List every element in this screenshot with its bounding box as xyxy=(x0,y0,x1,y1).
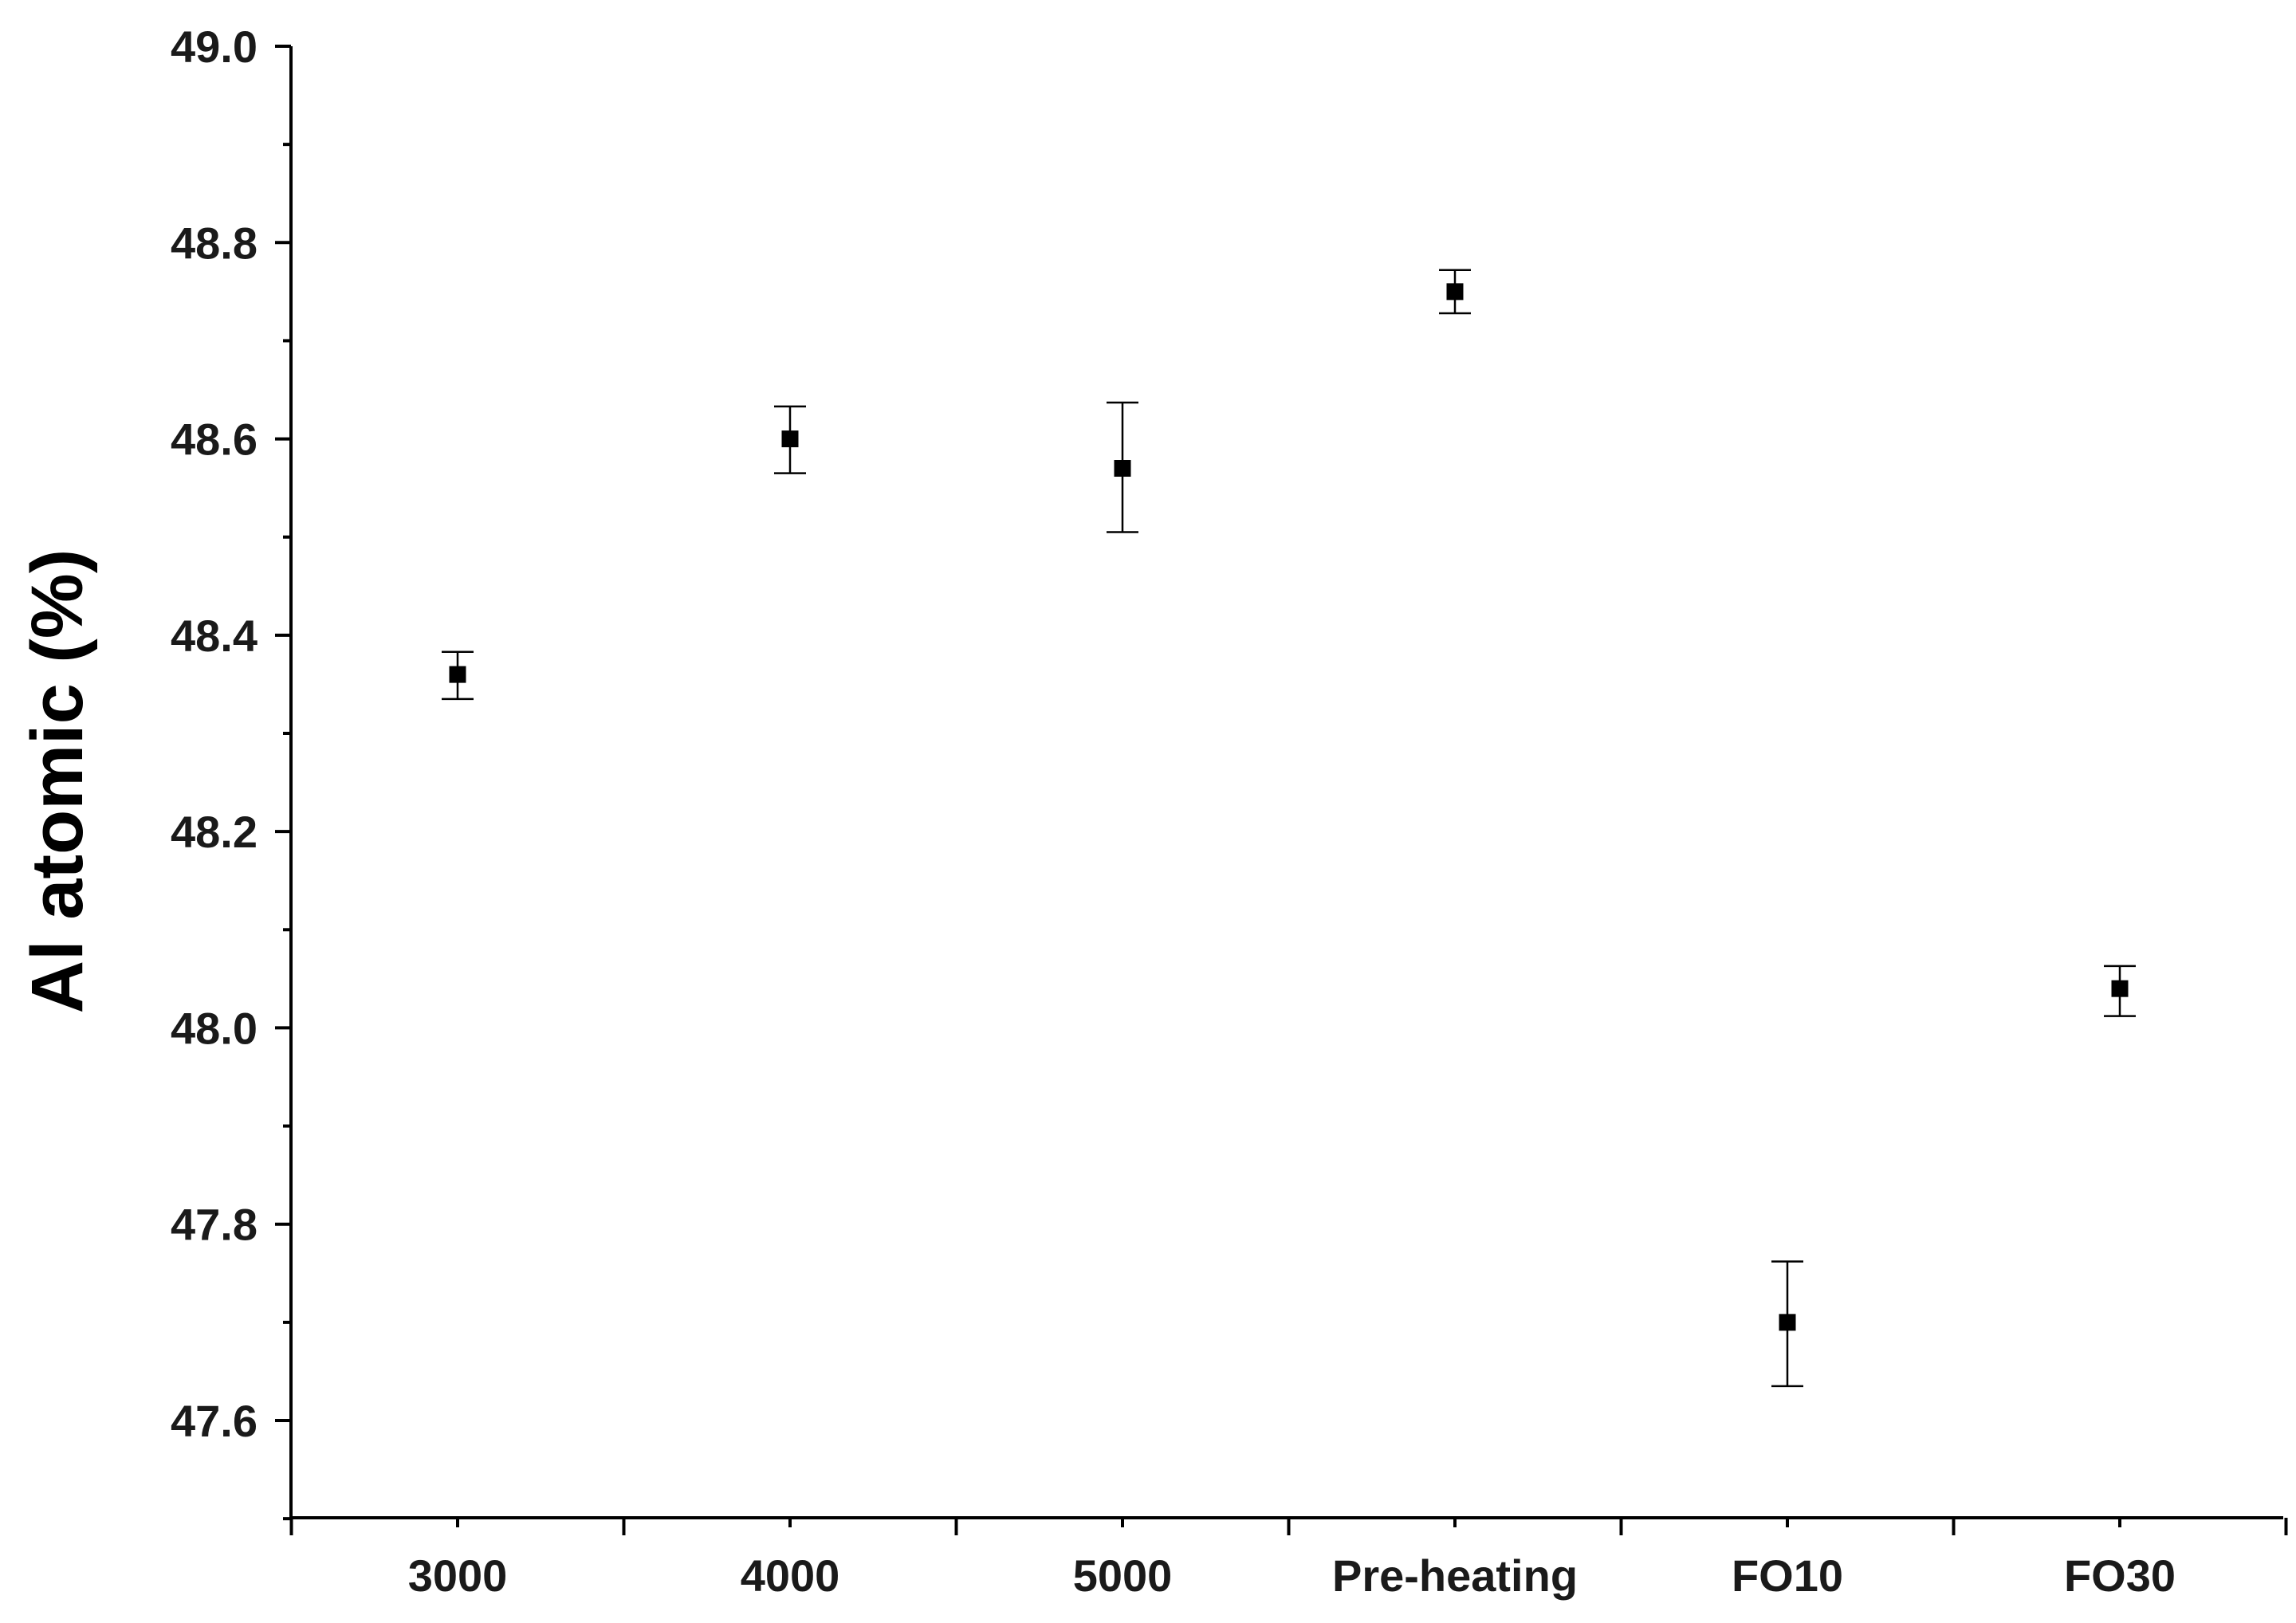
x-tick-label: FO30 xyxy=(2064,1550,2176,1601)
data-point xyxy=(1446,283,1464,301)
y-tick-label: 48.0 xyxy=(171,1003,258,1053)
markers xyxy=(449,283,2129,1331)
error-bars xyxy=(442,269,2136,1388)
x-tick-label: 5000 xyxy=(1073,1550,1173,1601)
x-tick-label: Pre-heating xyxy=(1332,1550,1578,1601)
y-axis-title: Al atomic (%) xyxy=(17,549,98,1014)
data-point xyxy=(449,666,466,683)
x-tick-label: 3000 xyxy=(408,1550,508,1601)
y-tick-label: 48.4 xyxy=(171,611,258,661)
data-point xyxy=(781,430,799,448)
data-point xyxy=(1114,460,1131,477)
y-tick-label: 47.6 xyxy=(171,1396,258,1446)
x-tick-label: FO10 xyxy=(1732,1550,1843,1601)
y-ticks: 47.6 47.8 48.0 48.2 48.4 48.6 48.8 49.0 xyxy=(171,22,291,1521)
x-ticks: 3000 4000 5000 Pre-heating FO10 FO30 xyxy=(289,1518,2288,1601)
y-tick-label: 47.8 xyxy=(171,1200,258,1250)
axes xyxy=(289,46,2283,1519)
y-tick-label: 48.8 xyxy=(171,218,258,268)
y-tick-label: 48.2 xyxy=(171,807,258,857)
y-tick-label: 48.6 xyxy=(171,415,258,465)
x-tick-label: 4000 xyxy=(741,1550,840,1601)
data-point xyxy=(2111,980,2129,997)
data-point xyxy=(1779,1314,1796,1331)
y-tick-label: 49.0 xyxy=(171,22,258,72)
